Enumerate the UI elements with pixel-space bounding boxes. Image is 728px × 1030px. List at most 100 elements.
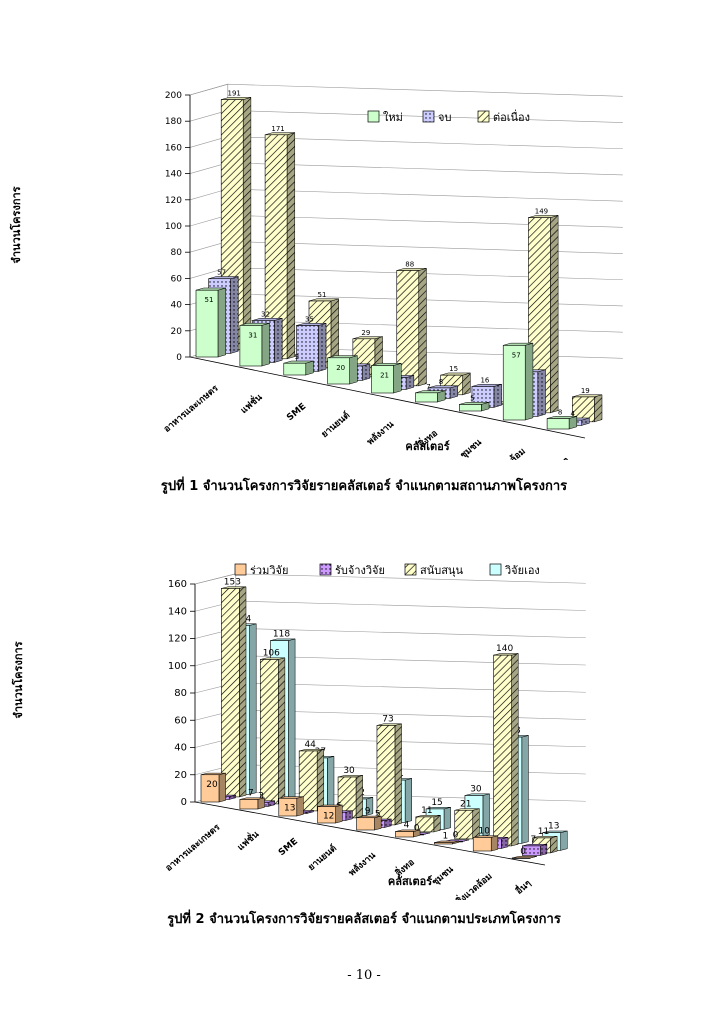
data-label: 140 xyxy=(496,644,513,654)
x-tick-label: แฟชั่น xyxy=(234,827,262,853)
data-label: 4 xyxy=(570,410,575,418)
data-label: 3 xyxy=(258,791,264,801)
data-label: 51 xyxy=(318,291,327,299)
bar xyxy=(493,653,519,847)
data-label: 191 xyxy=(228,90,241,98)
x-tick-label: สิ่งแวดล้อม xyxy=(452,869,494,900)
bar xyxy=(337,775,363,819)
y-tick-label: 80 xyxy=(174,688,187,699)
page-number: - 10 - xyxy=(347,968,381,983)
bar xyxy=(511,856,537,859)
data-label: 88 xyxy=(405,261,414,269)
legend-label: สนับสนุน xyxy=(420,564,463,577)
x-axis-line xyxy=(189,356,586,439)
legend-label: จบ xyxy=(438,111,451,124)
data-label: 149 xyxy=(535,208,548,216)
y-tick-label: 0 xyxy=(181,797,187,808)
data-label: 16 xyxy=(480,376,489,384)
data-label: 5 xyxy=(470,394,474,402)
y-axis-label: จำนวนโครงการ xyxy=(9,186,23,263)
bar xyxy=(472,835,499,852)
x-axis-line xyxy=(194,801,546,866)
data-label: 8 xyxy=(558,409,562,417)
y-tick-label: 40 xyxy=(174,743,187,754)
bar xyxy=(371,362,402,394)
x-tick-label: ชุมชน xyxy=(459,437,485,460)
data-label: 1 xyxy=(442,832,448,842)
data-label: 20 xyxy=(206,780,218,790)
data-label: 153 xyxy=(224,577,241,587)
gridline xyxy=(189,188,623,202)
gridline xyxy=(189,83,623,97)
bar xyxy=(459,401,490,412)
y-tick-label: 80 xyxy=(171,248,183,258)
bar xyxy=(195,287,226,358)
bar xyxy=(259,657,286,805)
legend-label: วิจัยเอง xyxy=(504,564,540,577)
bar xyxy=(296,323,327,372)
legend-item: จบ xyxy=(422,110,451,124)
legend-label: ต่อเนื่อง xyxy=(493,109,530,124)
y-tick-label: 120 xyxy=(165,196,182,206)
chart-2-caption: รูปที่ 2 จำนวนโครงการวิจัยรายคลัสเตอร์ จ… xyxy=(167,912,561,927)
x-tick-label: ชุมชน xyxy=(430,864,456,888)
data-label: 106 xyxy=(263,648,280,658)
y-tick-label: 60 xyxy=(174,715,187,726)
legend-item: ต่อเนื่อง xyxy=(477,109,530,124)
data-label: 15 xyxy=(449,365,458,373)
x-tick-label: ยานยนต์ xyxy=(319,409,353,440)
x-tick-label: แฟชั่น xyxy=(237,390,265,416)
data-label: 51 xyxy=(205,296,214,304)
y-tick-label: 180 xyxy=(165,117,182,127)
x-tick-label: สิ่งแวดล้อม xyxy=(486,444,528,460)
data-label: 32 xyxy=(261,310,270,318)
y-axis-label: จำนวนโครงการ xyxy=(11,641,25,718)
data-label: 11 xyxy=(421,806,432,816)
legend: ร่วมวิจัย รับจ้างวิจัย สนับสนุน วิจัยเอง xyxy=(234,563,540,577)
bar xyxy=(239,322,270,367)
legend-item: สนับสนุน xyxy=(404,563,463,577)
x-tick-label: อาหารและเกษตร xyxy=(162,384,220,435)
bar xyxy=(200,772,226,803)
y-tick-label: 20 xyxy=(171,327,183,337)
y-tick-label: 140 xyxy=(168,606,187,617)
bar xyxy=(317,804,343,824)
bar xyxy=(395,829,421,838)
x-tick-label: อื่นๆ xyxy=(512,876,533,897)
bar xyxy=(239,797,265,810)
bar xyxy=(572,394,603,423)
y-tick-label: 100 xyxy=(168,661,187,672)
data-label: 13 xyxy=(284,803,295,813)
data-label: 7 xyxy=(530,835,536,845)
gridline xyxy=(189,162,623,176)
bar xyxy=(356,815,382,831)
legend-label: ใหม่ xyxy=(383,111,403,124)
data-label: 44 xyxy=(304,740,316,750)
gridline xyxy=(194,600,586,612)
x-tick-label: SME xyxy=(277,837,300,859)
bar xyxy=(298,748,325,812)
y-tick-label: 60 xyxy=(171,274,183,284)
y-tick-label: 200 xyxy=(165,91,182,101)
data-label: 13 xyxy=(548,822,559,832)
y-tick-label: 0 xyxy=(176,353,182,363)
data-label: 7 xyxy=(426,383,430,391)
data-label: 31 xyxy=(248,331,257,339)
bar xyxy=(283,360,314,376)
legend-label: รับจ้างวิจัย xyxy=(335,564,385,577)
data-label: 19 xyxy=(581,387,590,395)
y-tick-label: 100 xyxy=(165,222,182,232)
x-tick-label: อื่นๆ xyxy=(550,453,571,460)
x-tick-label: SME xyxy=(285,402,308,424)
y-tick-label: 160 xyxy=(168,579,187,590)
bar xyxy=(415,390,446,403)
data-label: 9 xyxy=(295,353,299,361)
x-axis-label: คลัสเตอร์ xyxy=(405,440,449,453)
chart-1-caption: รูปที่ 1 จำนวนโครงการวิจัยรายคลัสเตอร์ จ… xyxy=(160,479,568,494)
data-label: 9 xyxy=(365,807,371,817)
data-label: 21 xyxy=(460,799,471,809)
y-tick-label: 140 xyxy=(165,170,182,180)
